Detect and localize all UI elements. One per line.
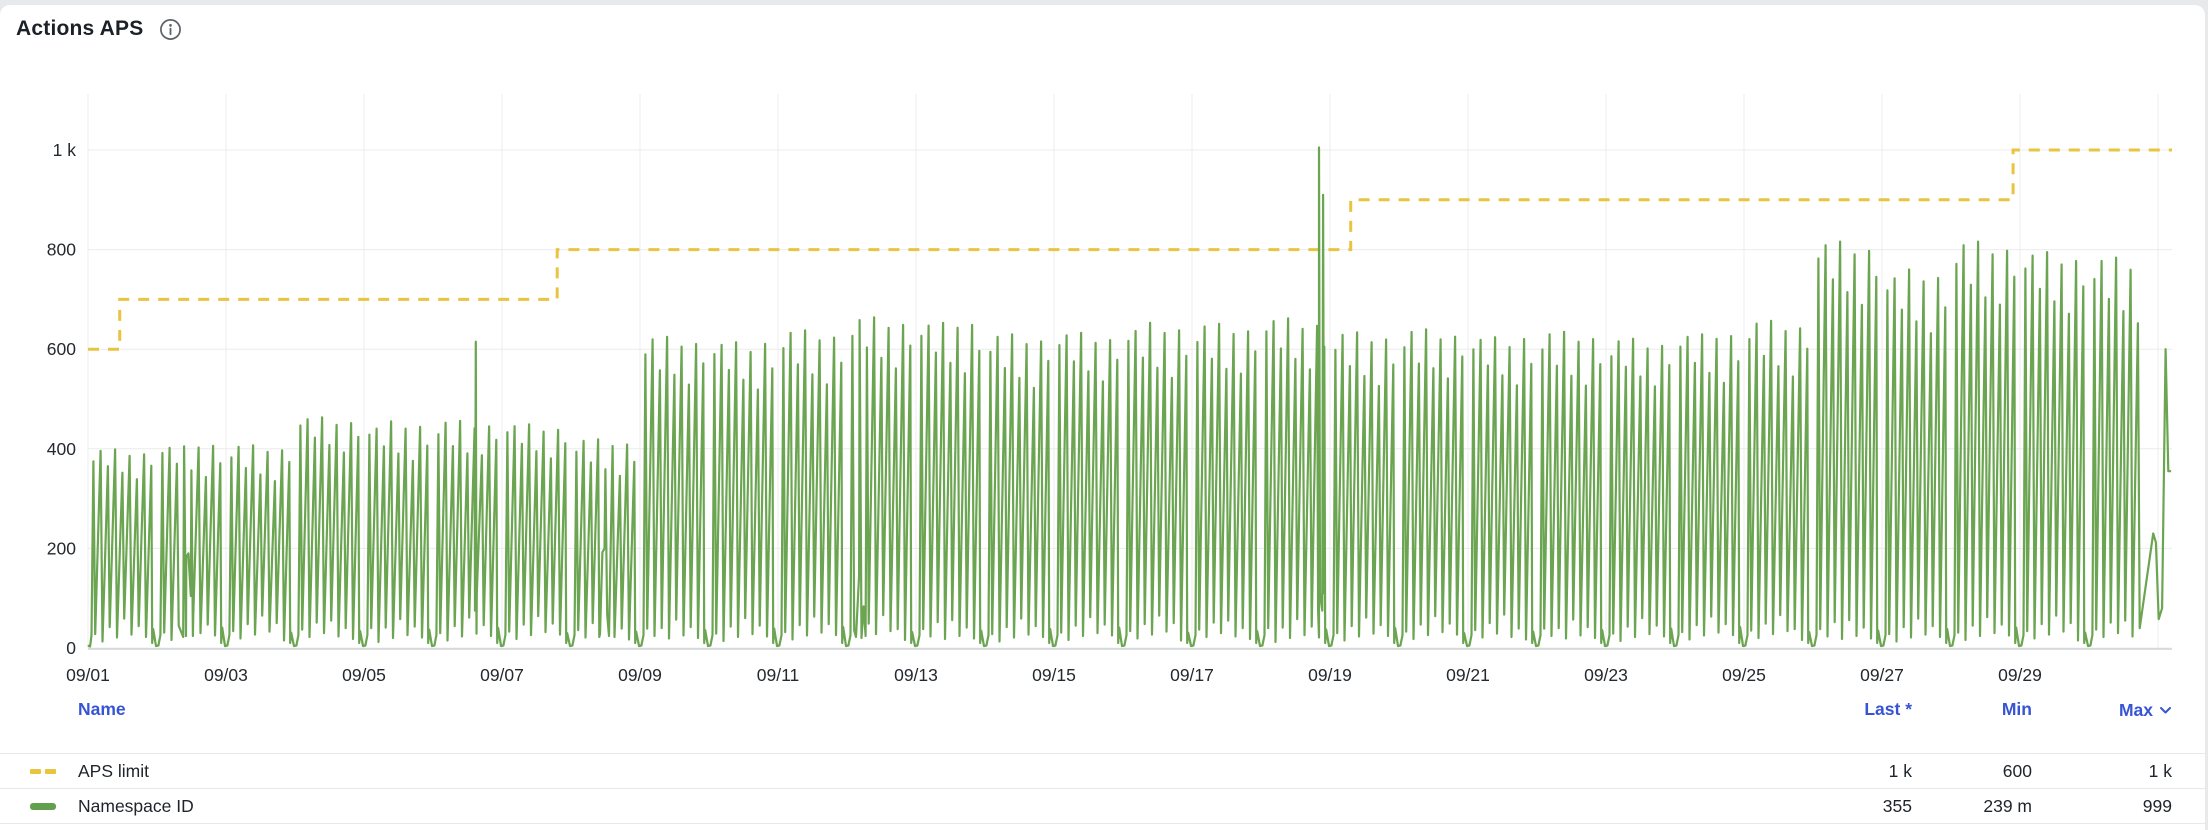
panel-header: Actions APS	[16, 17, 182, 41]
y-tick-label: 600	[47, 339, 76, 359]
panel-title: Actions APS	[16, 17, 144, 40]
legend-value-last: 355	[1882, 795, 1912, 816]
series-aps-limit[interactable]	[88, 148, 2172, 351]
y-tick-label: 200	[47, 538, 76, 558]
legend-value-max: 999	[2142, 795, 2172, 816]
x-tick-label: 09/29	[1998, 665, 2042, 685]
y-tick-label: 1 k	[53, 140, 77, 160]
legend-value-min: 600	[2002, 760, 2032, 781]
x-tick-label: 09/05	[342, 665, 386, 685]
legend-row-namespace-id[interactable]: Namespace ID 355 239 m 999	[0, 788, 2205, 824]
legend-value-last: 1 k	[1888, 760, 1912, 781]
legend-series-name: Namespace ID	[78, 795, 194, 816]
y-tick-label: 800	[47, 240, 76, 260]
legend-value-min: 239 m	[1983, 795, 2032, 816]
legend-header-max[interactable]: Max	[2032, 699, 2172, 721]
dashed-line-swatch-icon	[30, 768, 60, 774]
info-icon[interactable]	[159, 18, 182, 41]
legend-table: Name Last * Min Max APS limit 1 k 600 1 …	[0, 695, 2205, 824]
legend-header-min[interactable]: Min	[2001, 699, 2032, 719]
x-tick-label: 09/15	[1032, 665, 1076, 685]
x-tick-label: 09/13	[894, 665, 938, 685]
x-tick-label: 09/07	[480, 665, 524, 685]
legend-value-max: 1 k	[2148, 760, 2172, 781]
x-tick-label: 09/23	[1584, 665, 1628, 685]
y-tick-label: 0	[66, 638, 76, 658]
y-tick-label: 400	[47, 439, 76, 459]
x-tick-label: 09/01	[66, 665, 110, 685]
legend-header-last[interactable]: Last *	[1864, 699, 1912, 719]
x-tick-label: 09/19	[1308, 665, 1352, 685]
legend-header-name[interactable]: Name	[78, 699, 126, 719]
time-series-chart[interactable]: 09/01 09/03 09/05 09/07 09/09 09/11 09/13 09/15…	[0, 80, 2205, 695]
x-tick-label: 09/17	[1170, 665, 1214, 685]
x-tick-label: 09/03	[204, 665, 248, 685]
x-tick-label: 09/21	[1446, 665, 1490, 685]
legend-series-name: APS limit	[78, 760, 149, 781]
x-tick-label: 09/11	[757, 665, 800, 685]
panel-card: Actions APS 09/01 09/03 09/05 09/07 09/09 09/…	[0, 5, 2205, 830]
series-namespace-id[interactable]	[87, 146, 2172, 648]
x-tick-label: 09/09	[618, 665, 662, 685]
x-tick-label: 09/27	[1860, 665, 1904, 685]
solid-line-swatch-icon	[30, 802, 60, 810]
x-tick-label: 09/25	[1722, 665, 1766, 685]
sort-desc-icon	[2159, 699, 2172, 720]
legend-header-row: Name Last * Min Max	[0, 695, 2205, 753]
legend-row-aps-limit[interactable]: APS limit 1 k 600 1 k	[0, 753, 2205, 788]
